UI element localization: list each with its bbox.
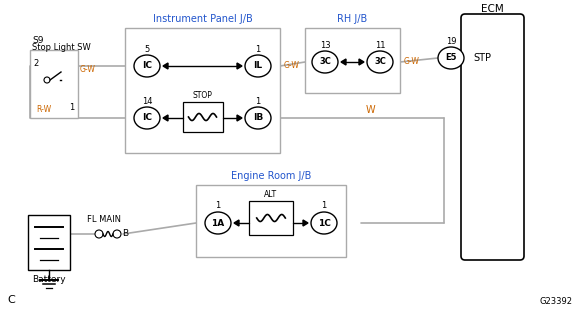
Ellipse shape [367,51,393,73]
Text: R-W: R-W [36,105,51,115]
Ellipse shape [312,51,338,73]
Text: IB: IB [253,114,263,123]
Polygon shape [341,59,346,65]
Text: Stop Light SW: Stop Light SW [32,43,91,52]
Text: B: B [122,230,128,238]
Text: RH J/B: RH J/B [338,14,368,24]
Text: 3C: 3C [319,57,331,66]
Text: C: C [7,295,15,305]
Text: STOP: STOP [192,91,213,100]
Polygon shape [163,115,168,121]
Text: 19: 19 [446,37,456,46]
Text: 1: 1 [216,202,221,211]
Polygon shape [163,63,168,69]
Circle shape [95,230,103,238]
Ellipse shape [245,55,271,77]
Ellipse shape [438,47,464,69]
Text: 3C: 3C [374,57,386,66]
Text: W: W [365,105,375,115]
Text: Battery: Battery [32,275,66,284]
FancyBboxPatch shape [182,102,223,132]
Text: 1: 1 [256,45,261,53]
FancyBboxPatch shape [196,185,346,257]
Text: IL: IL [253,61,263,71]
Text: 2: 2 [33,60,38,69]
Text: Engine Room J/B: Engine Room J/B [231,171,311,181]
Text: G-W: G-W [404,57,420,66]
Text: ALT: ALT [264,190,278,199]
Text: S9: S9 [32,36,44,45]
Text: 2: 2 [286,224,291,233]
Text: 1: 1 [256,96,261,105]
Circle shape [44,77,50,83]
FancyBboxPatch shape [30,50,78,118]
Text: Instrument Panel J/B: Instrument Panel J/B [153,14,252,24]
FancyBboxPatch shape [305,28,400,93]
Ellipse shape [134,55,160,77]
Text: 1: 1 [321,202,327,211]
Text: 1: 1 [69,104,74,113]
Ellipse shape [311,212,337,234]
Text: 14: 14 [142,96,152,105]
Text: 1C: 1C [318,218,331,227]
Polygon shape [237,115,242,121]
Text: 11: 11 [375,41,385,50]
Text: E5: E5 [445,53,457,62]
Text: IC: IC [142,61,152,71]
Text: STP: STP [473,53,491,63]
Text: G-W: G-W [80,66,96,75]
Polygon shape [303,220,308,226]
Ellipse shape [245,107,271,129]
Polygon shape [359,59,364,65]
Text: G-W: G-W [284,61,300,71]
Polygon shape [237,63,242,69]
Text: 5: 5 [144,45,150,53]
Text: 1A: 1A [211,218,225,227]
Ellipse shape [134,107,160,129]
FancyBboxPatch shape [125,28,280,153]
Polygon shape [234,220,239,226]
FancyBboxPatch shape [28,215,70,270]
Text: 13: 13 [320,41,331,50]
Text: G23392: G23392 [539,297,572,306]
Ellipse shape [205,212,231,234]
FancyBboxPatch shape [461,14,524,260]
Text: 1: 1 [251,224,256,233]
Text: FL MAIN: FL MAIN [87,215,121,224]
Circle shape [113,230,121,238]
FancyBboxPatch shape [249,201,293,235]
Text: IC: IC [142,114,152,123]
Text: ECM: ECM [481,4,504,14]
